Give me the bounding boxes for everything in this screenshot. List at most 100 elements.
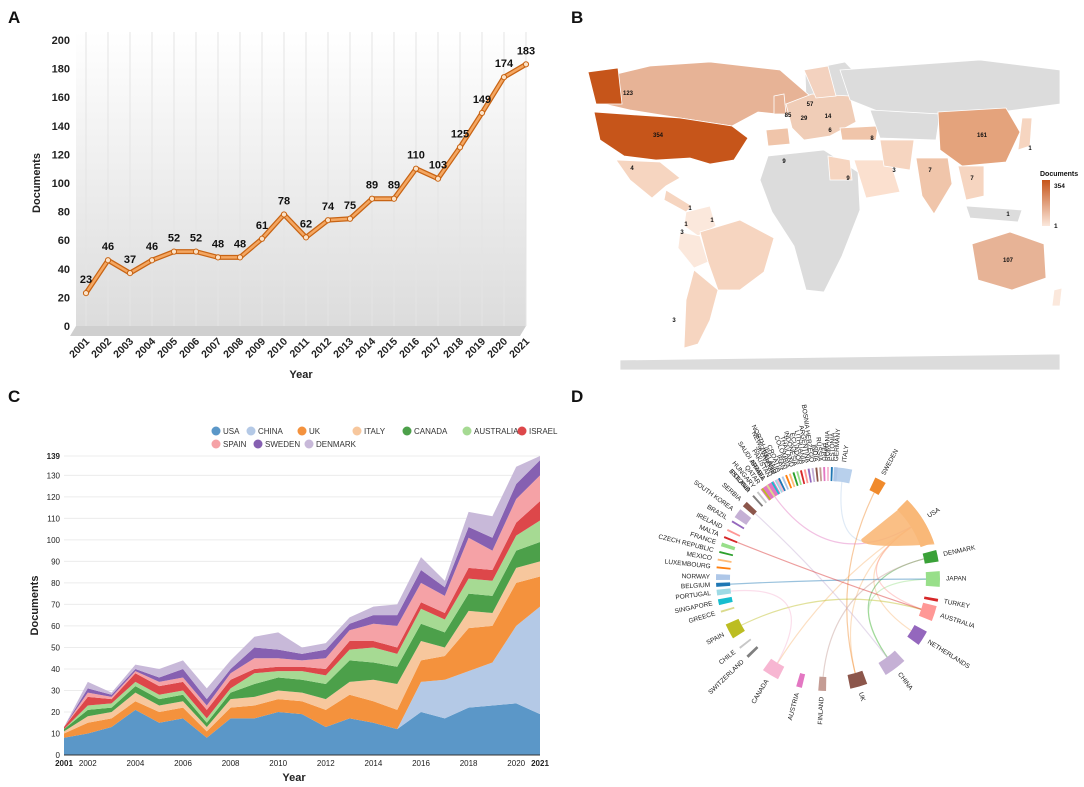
chord-label: ESTONIA: [829, 432, 837, 461]
y-tick-label: 0: [64, 321, 70, 333]
chord-arc: [818, 676, 827, 691]
data-point: [478, 109, 486, 117]
chord-arc: [796, 672, 806, 688]
y-tick-label: 160: [52, 92, 70, 104]
legend-max-label: 354: [1054, 183, 1065, 190]
country-value-label: 7: [928, 168, 932, 174]
chord-label: GREECE: [688, 610, 717, 625]
x-axis-label: Year: [289, 369, 313, 381]
chord-label: JAPAN: [946, 576, 967, 583]
y-tick-label: 40: [58, 264, 70, 276]
y-tick-label: 60: [58, 235, 70, 247]
y-tick-label: 30: [51, 686, 60, 695]
chord-arc: [716, 582, 731, 587]
chord-label: FINLAND: [817, 696, 825, 724]
chord-arc: [869, 477, 886, 495]
country-usa: [593, 111, 749, 165]
data-label: 89: [388, 180, 400, 192]
chord-label: AUSTRALIA: [939, 612, 976, 630]
x-tick-label: 2019: [463, 336, 488, 361]
country-value-label: 3: [672, 318, 676, 324]
x-tick-label: 2014: [353, 336, 378, 361]
data-point: [214, 254, 222, 261]
chord-arc: [922, 550, 939, 564]
data-point: [192, 248, 200, 255]
landmass-antarctica: [619, 353, 1061, 371]
x-tick-label: 2003: [111, 336, 136, 361]
chord-link: [732, 598, 931, 631]
data-point: [82, 290, 90, 297]
plot-floor: [70, 326, 526, 336]
chord-arc: [778, 477, 786, 492]
legend-label: ITALY: [364, 427, 386, 436]
y-tick-label: 140: [52, 121, 70, 133]
data-label: 62: [300, 218, 312, 230]
country-value-label: 14: [825, 114, 832, 120]
data-point: [368, 195, 376, 202]
x-tick-label: 2015: [375, 336, 400, 361]
chord-arc: [762, 658, 785, 680]
chord-arc: [720, 542, 736, 551]
y-tick-label: 110: [47, 514, 60, 523]
chord-arc: [803, 469, 809, 484]
legend-marker: [402, 426, 412, 436]
chord-arc: [811, 467, 816, 483]
legend-label: USA: [223, 427, 240, 436]
chord-label: LUXEMBOURG: [664, 559, 711, 571]
x-tick-label: 2011: [288, 336, 313, 361]
x-tick-label: 2008: [222, 759, 240, 768]
x-tick-label: 2002: [89, 336, 114, 361]
chord-arc: [807, 468, 812, 483]
chord-arc: [815, 467, 819, 482]
legend-min-label: 1: [1054, 223, 1058, 230]
country-value-label: 3: [892, 168, 896, 174]
y-tick-label: 90: [51, 557, 60, 566]
chord-arc: [792, 472, 799, 487]
y-axis-label: Documents: [31, 153, 43, 213]
country-new-zealand: [1051, 287, 1063, 307]
chord-link: [867, 555, 934, 666]
chord-arc: [761, 487, 772, 501]
chord-arc: [897, 499, 934, 548]
data-label: 103: [429, 160, 447, 172]
x-tick-label: 2021: [531, 759, 549, 768]
chord-arc: [823, 467, 826, 482]
country-value-label: 1: [688, 206, 692, 212]
chord-arc: [785, 474, 793, 489]
chord-arc: [830, 467, 833, 482]
y-axis-label: Documents: [29, 576, 41, 636]
data-label: 78: [278, 195, 290, 207]
panel-c-letter: C: [8, 387, 21, 406]
panel-d-letter: D: [571, 387, 584, 406]
x-tick-label: 2014: [365, 759, 383, 768]
legend-label: AUSTRALIA: [474, 427, 519, 436]
chord-link: [720, 589, 792, 672]
x-tick-label: 2010: [269, 759, 287, 768]
y-tick-label: 60: [51, 622, 60, 631]
data-point: [522, 61, 530, 68]
y-tick-label: 10: [51, 729, 60, 738]
chord-arc: [752, 495, 764, 507]
x-tick-label: 2001: [55, 759, 73, 768]
country-saudi-arabia: [853, 159, 901, 199]
chord-arc: [781, 476, 789, 490]
data-point: [324, 217, 332, 224]
country-argentina: [683, 269, 719, 349]
chord-link: [727, 537, 931, 613]
legend-marker: [297, 426, 307, 436]
country-peru: [677, 231, 709, 269]
chord-arc: [776, 478, 785, 493]
legend-title: Documents: [1040, 171, 1078, 178]
chord-arc: [723, 536, 738, 544]
chord-label: USA: [926, 506, 942, 519]
data-point: [126, 269, 134, 277]
country-egypt: [827, 155, 853, 181]
chord-arc: [878, 650, 905, 676]
data-point: [390, 195, 398, 202]
data-point: [170, 248, 178, 255]
x-axis-label: Year: [282, 772, 306, 784]
data-point: [236, 254, 244, 261]
area-canada: [64, 542, 540, 732]
chord-label: AUSTRIA: [787, 691, 801, 721]
